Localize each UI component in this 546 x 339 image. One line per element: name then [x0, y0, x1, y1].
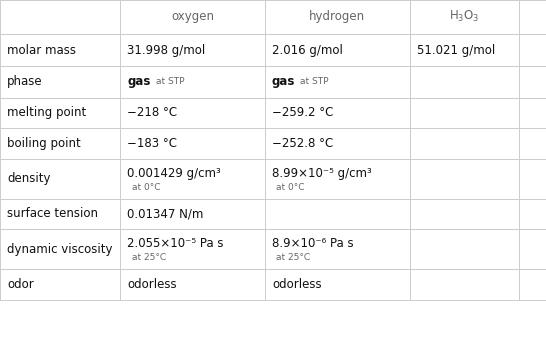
- Text: odorless: odorless: [272, 278, 322, 291]
- Text: phase: phase: [7, 75, 43, 88]
- Text: melting point: melting point: [7, 106, 86, 119]
- Text: 8.99×10⁻⁵ g/cm³: 8.99×10⁻⁵ g/cm³: [272, 167, 372, 180]
- Text: at 25°C: at 25°C: [276, 254, 310, 262]
- Text: $\mathrm{H_3O_3}$: $\mathrm{H_3O_3}$: [449, 9, 479, 24]
- Text: at STP: at STP: [300, 77, 329, 86]
- Text: density: density: [7, 172, 51, 185]
- Text: 2.055×10⁻⁵ Pa s: 2.055×10⁻⁵ Pa s: [127, 237, 224, 251]
- Text: molar mass: molar mass: [7, 43, 76, 57]
- Text: 51.021 g/mol: 51.021 g/mol: [417, 43, 495, 57]
- Text: −183 °C: −183 °C: [127, 137, 177, 150]
- Text: gas: gas: [272, 75, 295, 88]
- Text: 2.016 g/mol: 2.016 g/mol: [272, 43, 343, 57]
- Text: oxygen: oxygen: [171, 11, 214, 23]
- Text: 31.998 g/mol: 31.998 g/mol: [127, 43, 205, 57]
- Text: odor: odor: [7, 278, 34, 291]
- Text: surface tension: surface tension: [7, 207, 98, 220]
- Text: at 0°C: at 0°C: [276, 183, 305, 192]
- Text: at 0°C: at 0°C: [132, 183, 160, 192]
- Text: at STP: at STP: [156, 77, 184, 86]
- Text: −259.2 °C: −259.2 °C: [272, 106, 333, 119]
- Text: −218 °C: −218 °C: [127, 106, 177, 119]
- Text: 0.01347 N/m: 0.01347 N/m: [127, 207, 204, 220]
- Text: 0.001429 g/cm³: 0.001429 g/cm³: [127, 167, 221, 180]
- Text: odorless: odorless: [127, 278, 177, 291]
- Text: −252.8 °C: −252.8 °C: [272, 137, 333, 150]
- Text: 8.9×10⁻⁶ Pa s: 8.9×10⁻⁶ Pa s: [272, 237, 353, 251]
- Text: gas: gas: [127, 75, 151, 88]
- Text: dynamic viscosity: dynamic viscosity: [7, 243, 112, 256]
- Text: hydrogen: hydrogen: [309, 11, 365, 23]
- Text: boiling point: boiling point: [7, 137, 81, 150]
- Text: at 25°C: at 25°C: [132, 254, 166, 262]
